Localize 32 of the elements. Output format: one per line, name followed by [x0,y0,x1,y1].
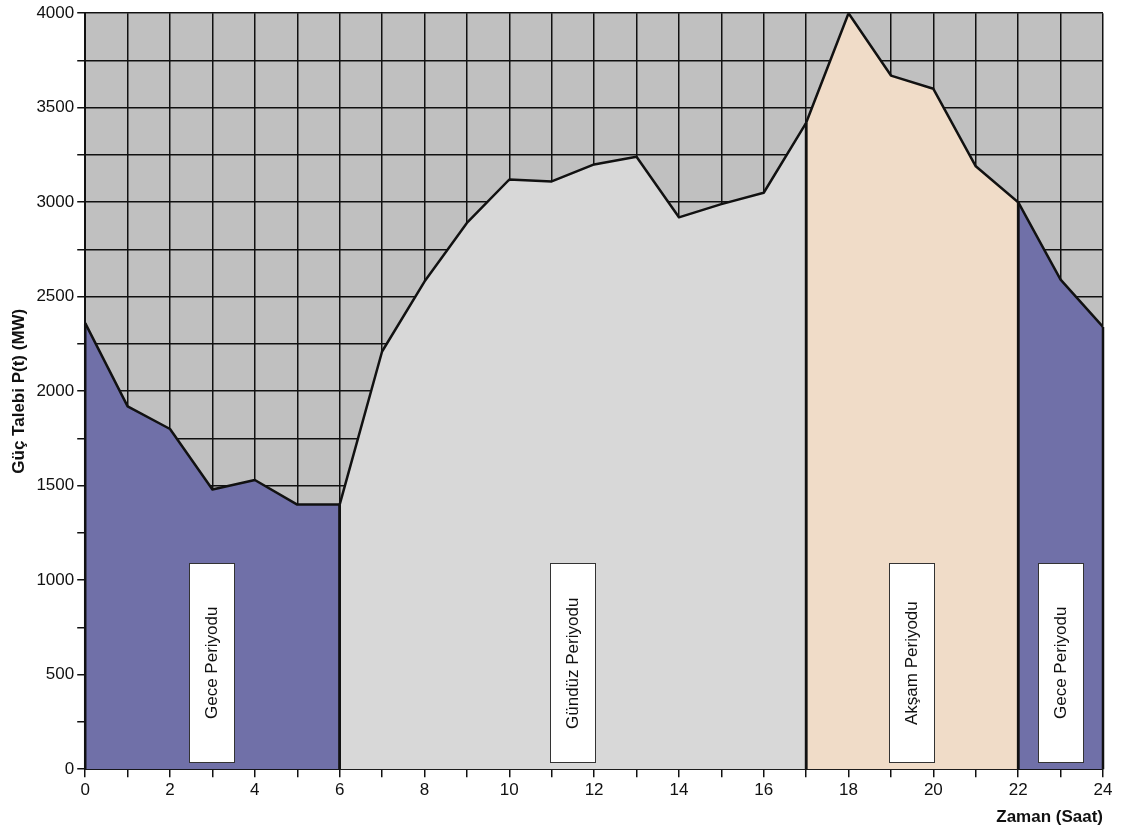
x-tick-label: 6 [334,780,345,800]
x-tick-label: 4 [250,780,260,800]
x-tick-label: 18 [839,780,859,800]
label-box: Gece Periyodu [189,563,236,764]
y-tick-label: 2500 [36,286,75,306]
series-label: Gece Periyodu [1050,606,1070,720]
y-tick-label: 500 [45,664,75,684]
y-tick-label: 1500 [36,475,75,495]
series-label: Akşam Periyodu [902,601,922,726]
x-tick-label: 14 [669,780,689,800]
x-tick-label: 0 [80,780,90,800]
y-axis-title: Güç Talebi P(t) (MW) [8,308,28,474]
x-axis-title: Zaman (Saat) [996,807,1103,827]
series-label: Gündüz Periyodu [562,597,582,729]
y-tick-label: 0 [64,758,75,778]
x-tick-label: 24 [1093,780,1113,800]
y-tick-label: 2000 [36,380,75,400]
y-tick-label: 1000 [36,569,75,589]
x-tick-label: 10 [499,780,519,800]
x-tick-label: 8 [419,780,430,800]
series-label: Gece Periyodu [202,606,222,720]
label-box: Akşam Periyodu [889,563,936,764]
x-tick-label: 22 [1008,780,1028,800]
y-tick-label: 4000 [36,2,75,22]
label-box: Gece Periyodu [1037,563,1084,764]
y-tick-label: 3000 [36,191,75,211]
x-tick-label: 12 [584,780,604,800]
label-box: Gündüz Periyodu [549,563,596,764]
x-tick-label: 16 [754,780,774,800]
y-tick-label: 3500 [36,97,75,117]
x-tick-label: 2 [165,780,175,800]
x-tick-label: 20 [923,780,943,800]
